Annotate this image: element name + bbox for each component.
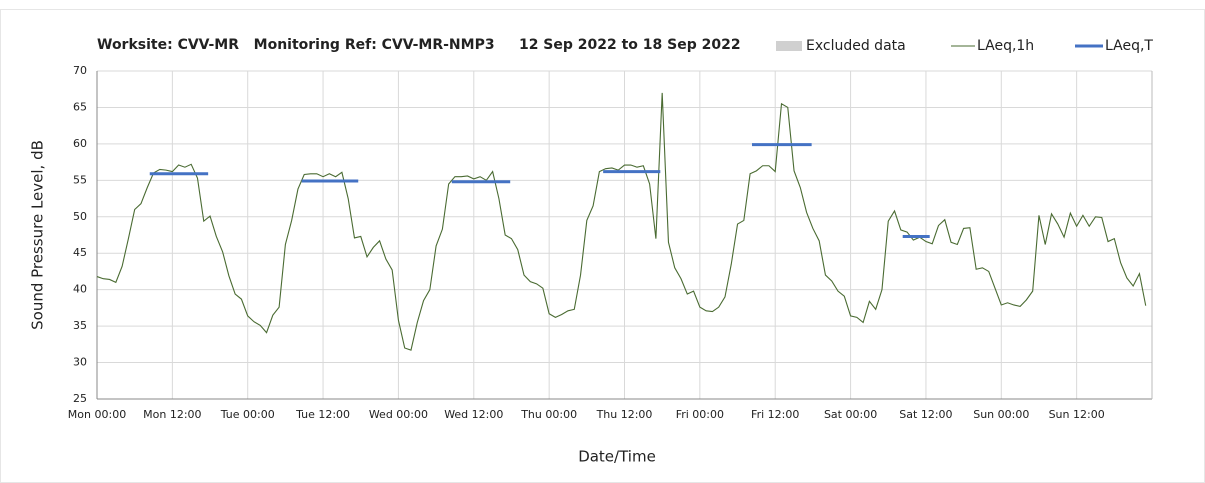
x-tick-label: Sun 00:00 (973, 408, 1029, 421)
y-tick-label: 45 (73, 246, 87, 259)
x-tick-label: Fri 12:00 (751, 408, 799, 421)
y-tick-label: 60 (73, 137, 87, 150)
x-tick-label: Wed 12:00 (444, 408, 503, 421)
y-tick-label: 35 (73, 319, 87, 332)
y-tick-label: 30 (73, 356, 87, 369)
x-tick-label: Thu 00:00 (520, 408, 577, 421)
x-axis-title: Date/Time (578, 448, 656, 466)
legend-label: LAeq,1h (977, 38, 1034, 54)
x-tick-label: Sat 12:00 (899, 408, 952, 421)
x-tick-label: Tue 12:00 (295, 408, 350, 421)
y-axis-title: Sound Pressure Level, dB (29, 140, 47, 330)
y-tick-label: 40 (73, 283, 87, 296)
x-tick-label: Sun 12:00 (1049, 408, 1105, 421)
x-tick-label: Wed 00:00 (369, 408, 428, 421)
y-tick-label: 50 (73, 210, 87, 223)
line-series (96, 92, 1147, 351)
y-tick-label: 25 (73, 392, 87, 405)
legend-label: LAeq,T (1105, 38, 1153, 54)
legend-swatch (776, 41, 802, 51)
x-tick-label: Mon 12:00 (143, 408, 201, 421)
chart-title: Worksite: CVV-MR Monitoring Ref: CVV-MR-… (97, 37, 741, 53)
x-tick-label: Sat 00:00 (824, 408, 877, 421)
x-tick-label: Tue 00:00 (220, 408, 275, 421)
legend-label: Excluded data (806, 38, 906, 54)
y-tick-label: 55 (73, 173, 87, 186)
y-tick-label: 65 (73, 100, 87, 113)
x-tick-label: Thu 12:00 (596, 408, 653, 421)
x-tick-label: Mon 00:00 (68, 408, 126, 421)
x-tick-label: Fri 00:00 (676, 408, 724, 421)
y-tick-label: 70 (73, 64, 87, 77)
